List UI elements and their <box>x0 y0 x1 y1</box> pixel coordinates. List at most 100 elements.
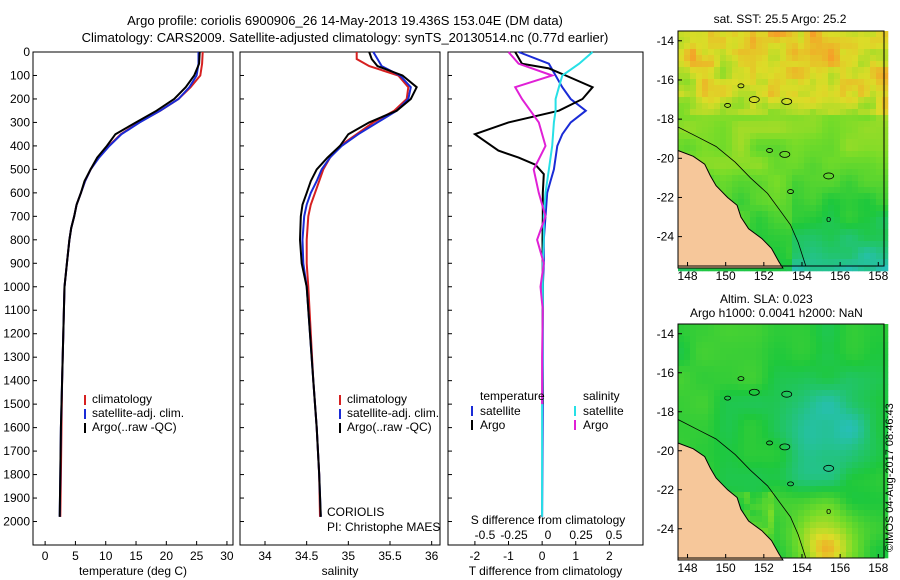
map-cell <box>726 468 733 475</box>
map-cell <box>792 121 799 128</box>
map-cell <box>846 211 853 218</box>
map-cell <box>870 420 877 427</box>
map-cell <box>882 217 889 224</box>
map-cell <box>870 534 877 541</box>
map-cell <box>714 462 721 469</box>
map-cell <box>774 342 781 349</box>
map-cell <box>726 163 733 170</box>
map-cell <box>786 414 793 421</box>
map-cell <box>744 414 751 421</box>
map-cell <box>762 366 769 373</box>
map-cell <box>738 43 745 50</box>
map-cell <box>738 504 745 511</box>
map-cell <box>762 324 769 331</box>
map-cell <box>762 510 769 517</box>
map-cell <box>750 414 757 421</box>
map-cell <box>846 217 853 224</box>
map-cell <box>870 247 877 254</box>
map-cell <box>726 61 733 68</box>
map-cell <box>828 199 835 206</box>
map-cell <box>816 402 823 409</box>
map-cell <box>846 163 853 170</box>
map-cell <box>816 480 823 487</box>
map-cell <box>816 193 823 200</box>
map-cell <box>864 480 871 487</box>
reef-island <box>766 148 773 153</box>
map-cell <box>852 426 859 433</box>
map-cell <box>786 121 793 128</box>
map-cell <box>798 49 805 56</box>
map-cell <box>834 145 841 152</box>
map-cell <box>738 402 745 409</box>
map-cell <box>732 366 739 373</box>
map-cell <box>690 61 697 68</box>
map-cell <box>810 79 817 86</box>
map-cell <box>804 223 811 230</box>
map-cell <box>870 97 877 104</box>
map-cell <box>870 115 877 122</box>
map-cell <box>858 426 865 433</box>
map-cell <box>864 444 871 451</box>
map-cell <box>726 420 733 427</box>
map-cell <box>720 330 727 337</box>
map-cell <box>792 462 799 469</box>
map-cell <box>840 229 847 236</box>
map-cell <box>678 390 685 397</box>
map-cell <box>798 462 805 469</box>
map-cell <box>876 259 883 266</box>
map-cell <box>792 67 799 74</box>
map-cell <box>810 396 817 403</box>
map-cell <box>774 510 781 517</box>
map-cell <box>816 444 823 451</box>
map-cell <box>870 444 877 451</box>
map-cell <box>714 324 721 331</box>
map-cell <box>696 360 703 367</box>
map-cell <box>744 175 751 182</box>
map-cell <box>864 378 871 385</box>
map-cell <box>774 61 781 68</box>
map-cell <box>762 223 769 230</box>
map-cell <box>846 229 853 236</box>
map-cell <box>804 61 811 68</box>
legend-label-climatology: climatology <box>92 392 152 406</box>
map-cell <box>744 31 751 38</box>
map-cell <box>774 43 781 50</box>
map-cell <box>882 450 889 457</box>
map-cell <box>684 384 691 391</box>
map-cell <box>720 151 727 158</box>
map-cell <box>738 324 745 331</box>
map-cell <box>726 324 733 331</box>
map-cell <box>780 199 787 206</box>
map-cell <box>840 396 847 403</box>
map-cell <box>774 229 781 236</box>
map-cell <box>804 157 811 164</box>
map-cell <box>756 55 763 62</box>
map-cell <box>852 211 859 218</box>
map-cell <box>720 396 727 403</box>
map-cell <box>798 420 805 427</box>
map-cell <box>810 163 817 170</box>
map-cell <box>786 115 793 122</box>
map-cell <box>858 402 865 409</box>
map-cell <box>786 73 793 80</box>
map-cell <box>846 97 853 104</box>
map-cell <box>750 504 757 511</box>
map-cell <box>798 474 805 481</box>
map-cell <box>846 354 853 361</box>
map-cell <box>870 79 877 86</box>
map-cell <box>816 522 823 529</box>
reef-island <box>781 98 793 105</box>
map-cell <box>780 193 787 200</box>
map-cell <box>882 157 889 164</box>
map-cell <box>690 348 697 355</box>
map-cell <box>864 516 871 523</box>
map-cell <box>708 414 715 421</box>
y-tick-label: 1900 <box>3 491 30 505</box>
map-cell <box>708 372 715 379</box>
map-cell <box>804 444 811 451</box>
map-cell <box>678 43 685 50</box>
map-cell <box>792 504 799 511</box>
map-cell <box>852 187 859 194</box>
map-cell <box>726 486 733 493</box>
map-cell <box>720 133 727 140</box>
